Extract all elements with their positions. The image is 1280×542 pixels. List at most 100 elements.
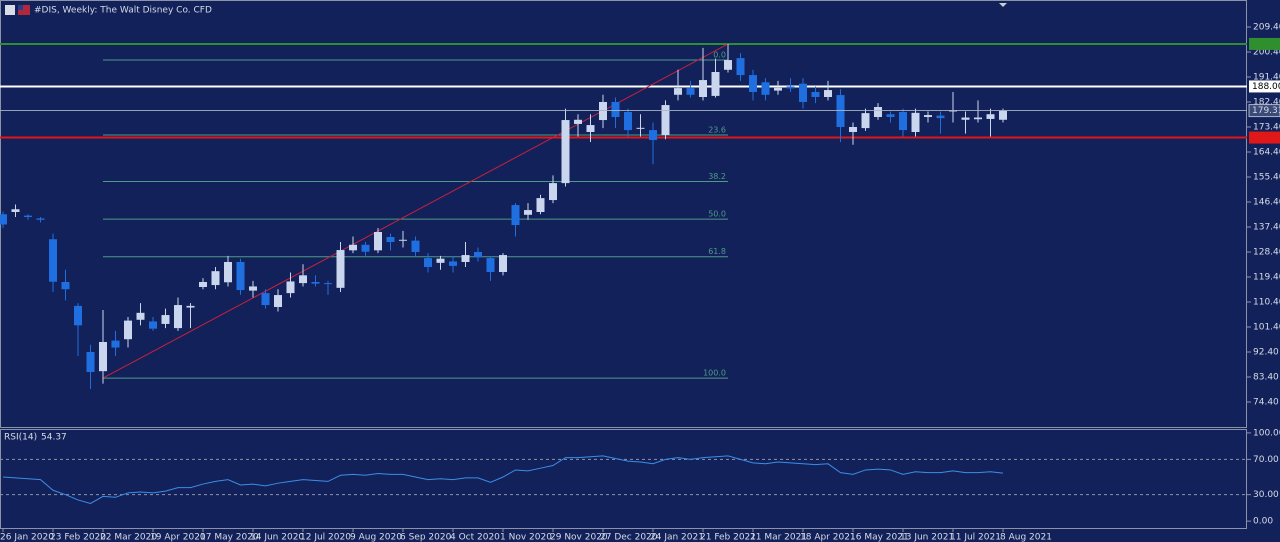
candle-body [936,115,945,119]
candle-body [286,281,295,294]
x-tick-label: 26 Jan 2020 [0,533,54,542]
y-tick-label: 0.00 [1253,517,1273,527]
candle-body [361,244,370,252]
candle-body [736,58,745,76]
candle-body [249,286,257,291]
candle-body [11,209,20,212]
candle-body [549,183,557,201]
candle-body [924,115,932,117]
candle-body [461,255,470,262]
candle-body [199,282,207,287]
candle-body [224,262,232,283]
level-label-box [1249,37,1280,50]
x-tick-label: 23 Feb 2020 [50,533,106,542]
y-tick-label: 182.40 [1253,98,1280,108]
candle-body [86,352,95,372]
fib-label: 100.0 [703,369,726,378]
fib-label: 50.0 [708,210,726,219]
y-tick-label: 101.40 [1253,323,1280,333]
y-tick-label: 119.40 [1253,273,1280,283]
candle-body [686,88,695,95]
level-label-box [1249,80,1280,93]
fib-label: 23.6 [708,126,726,135]
candle-body [786,86,795,89]
flag-icon [18,5,30,15]
candle-body [574,119,582,124]
candle-body [311,282,320,284]
candle-body [324,283,332,285]
candle-body [424,258,432,267]
candle-body [36,218,45,220]
candle-body [586,125,595,132]
candle-body [149,321,157,329]
candle-body [974,117,982,120]
x-tick-label: 21 Mar 2021 [750,533,807,542]
indicator-title: RSI(14) [4,433,37,443]
shift-marker [999,3,1007,7]
candle-body [61,282,70,290]
y-tick-label: 83.40 [1253,373,1279,383]
candle-body [99,342,107,372]
fib-label: 0.0 [713,51,726,60]
candle-body [49,239,57,282]
candle-body [699,80,707,97]
candle-body [486,258,495,272]
candle-body [674,88,682,95]
candle-body [186,305,195,308]
price-label-box [1248,104,1280,118]
candle-body [986,114,995,119]
x-tick-label: 12 Jul 2020 [300,533,351,542]
y-tick-label: 164.40 [1253,148,1280,158]
price-label: 179.31 [1252,106,1280,116]
candle-body [636,127,645,129]
x-tick-label: 19 Apr 2020 [150,533,206,542]
candle-body [911,112,920,132]
candle-body [711,72,720,96]
candle-body [236,262,245,291]
x-tick-label: 4 Oct 2020 [450,533,500,542]
candle-body [561,120,570,184]
y-tick-label: 146.40 [1253,198,1280,208]
candle-body [761,82,770,95]
x-tick-label: 14 Jun 2020 [250,533,304,542]
candle-body [374,232,382,251]
rsi-panel-border [0,429,1247,529]
candle-body [861,113,870,129]
candle-body [511,205,520,226]
candle-body [961,117,970,120]
candle-body [499,255,507,272]
y-tick-label: 74.40 [1253,398,1279,408]
x-tick-label: 13 Jun 2021 [900,533,954,542]
x-tick-label: 22 Mar 2020 [100,533,157,542]
candle-body [74,305,82,326]
candle-body [436,258,445,263]
candle-body [161,315,170,324]
y-tick-label: 209.40 [1253,23,1280,33]
x-tick-label: 1 Nov 2020 [500,533,552,542]
candle-body [836,95,845,127]
candle-body [211,271,220,286]
candle-body [749,75,757,92]
candle-body [111,340,120,348]
level-label: 188.00 [1252,82,1280,92]
trendline [102,43,729,379]
candle-body [474,252,482,258]
y-tick-label: 92.40 [1253,348,1279,358]
candle-body [649,130,657,141]
candle-body [661,105,670,136]
x-tick-label: 6 Sep 2020 [400,533,452,542]
x-tick-label: 29 Nov 2020 [550,533,608,542]
candle-body [386,237,395,242]
x-tick-label: 27 Dec 2020 [600,533,658,542]
candle-body [799,83,807,102]
y-tick-label: 200.40 [1253,48,1280,58]
candle-body [174,305,182,329]
candle-body [411,240,420,252]
candle-body [449,261,457,266]
y-tick-label: 137.40 [1253,223,1280,233]
y-tick-label: 155.40 [1253,173,1280,183]
fib-label: 61.8 [708,247,726,256]
candle-body [274,295,282,307]
candle-body [399,239,407,241]
